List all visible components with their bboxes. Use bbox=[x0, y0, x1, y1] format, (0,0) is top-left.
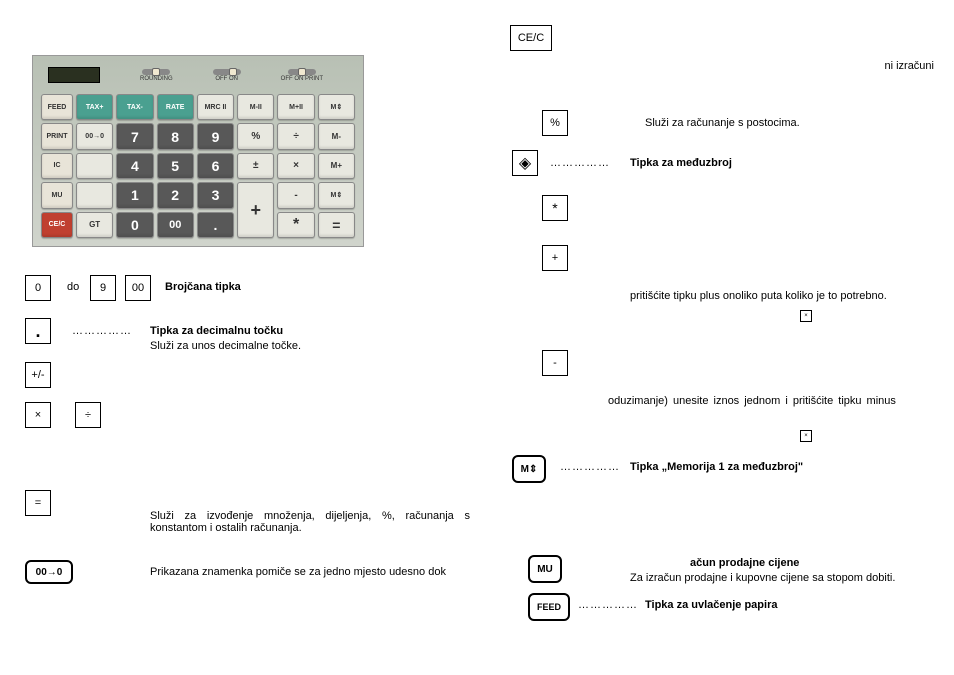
ck: M+II bbox=[277, 94, 314, 120]
label-decimalna: Tipka za decimalnu točku bbox=[150, 325, 283, 337]
ck: M⇕ bbox=[318, 182, 355, 208]
ck-mu: MU bbox=[41, 182, 73, 208]
ck: % bbox=[237, 123, 274, 149]
title-prodajne: ačun prodajne cijene bbox=[690, 557, 799, 569]
ck: TAX+ bbox=[76, 94, 113, 120]
key-mu-icon: MU bbox=[528, 555, 562, 583]
ck: 1 bbox=[116, 182, 153, 208]
key-feed-icon: FEED bbox=[528, 593, 570, 621]
ck-ic: IC bbox=[41, 153, 73, 179]
calc-keygrid: FEED TAX+ TAX- RATE MRC II M-II M+II M⇕ … bbox=[41, 94, 355, 238]
ck: 0 bbox=[116, 212, 153, 238]
key-mem-icon: M⇕ bbox=[512, 455, 546, 483]
ck: 8 bbox=[157, 123, 194, 149]
desc-shift: Prikazana znamenka pomiče se za jedno mj… bbox=[150, 566, 470, 578]
ck bbox=[76, 153, 113, 179]
desc-prodajne: Za izračun prodajne i kupovne cijene sa … bbox=[630, 572, 895, 584]
ck: 00 bbox=[157, 212, 194, 238]
desc-plus: pritišćite tipku plus onoliko puta kolik… bbox=[630, 290, 887, 302]
ck: 7 bbox=[116, 123, 153, 149]
ck: 3 bbox=[197, 182, 234, 208]
cec-key: CE/C bbox=[510, 25, 552, 51]
ck: RATE bbox=[157, 94, 194, 120]
key-subtotal-icon: ◈ bbox=[512, 150, 538, 176]
ck-plus: + bbox=[237, 182, 274, 238]
ck-feed: FEED bbox=[41, 94, 73, 120]
dots: …………… bbox=[550, 157, 610, 169]
ck: - bbox=[277, 182, 314, 208]
ck: . bbox=[197, 212, 234, 238]
ck: = bbox=[318, 212, 355, 238]
ck: 6 bbox=[197, 153, 234, 179]
switch-print: OFF ON PRINT bbox=[281, 69, 323, 82]
ck-cec: CE/C bbox=[41, 212, 73, 238]
key-eq: = bbox=[25, 490, 51, 516]
ck: 9 bbox=[197, 123, 234, 149]
dots: …………… bbox=[72, 325, 132, 337]
key-dot: . bbox=[25, 318, 51, 344]
label-brojcana: Brojčana tipka bbox=[165, 281, 241, 293]
key-shift: 00→0 bbox=[25, 560, 73, 584]
desc-eq: Služi za izvođenje množenja, dijeljenja,… bbox=[150, 510, 470, 534]
label-meduzbroj: Tipka za međuzbroj bbox=[630, 157, 732, 169]
desc-decimalna: Služi za unos decimalne točke. bbox=[150, 340, 301, 352]
note-box2: × bbox=[800, 430, 812, 442]
ck: * bbox=[277, 212, 314, 238]
key-00: 00 bbox=[125, 275, 151, 301]
ck: ± bbox=[237, 153, 274, 179]
ck bbox=[76, 182, 113, 208]
label-papir: Tipka za uvlačenje papira bbox=[645, 599, 777, 611]
ck: M+ bbox=[318, 153, 355, 179]
dots: …………… bbox=[578, 599, 638, 611]
ck: 2 bbox=[157, 182, 194, 208]
ck: M- bbox=[318, 123, 355, 149]
ck: GT bbox=[76, 212, 113, 238]
key-9: 9 bbox=[90, 275, 116, 301]
label-memorija: Tipka „Memorija 1 za međuzbroj" bbox=[630, 461, 803, 473]
key-plus: + bbox=[542, 245, 568, 271]
label-do: do bbox=[67, 281, 79, 293]
ck-print: PRINT bbox=[41, 123, 73, 149]
ck: 00→0 bbox=[76, 123, 113, 149]
ck: TAX- bbox=[116, 94, 153, 120]
key-mult: × bbox=[25, 402, 51, 428]
ck: M⇕ bbox=[318, 94, 355, 120]
dots: …………… bbox=[560, 461, 620, 473]
ck: ÷ bbox=[277, 123, 314, 149]
note-box1: × bbox=[800, 310, 812, 322]
ck: × bbox=[277, 153, 314, 179]
key-star: * bbox=[542, 195, 568, 221]
ck: M-II bbox=[237, 94, 274, 120]
desc-minus: oduzimanje) unesite iznos jednom i priti… bbox=[608, 395, 938, 407]
desc-percent: Služi za računanje s postocima. bbox=[645, 117, 800, 129]
key-minus: - bbox=[542, 350, 568, 376]
key-0: 0 bbox=[25, 275, 51, 301]
key-pm: +/- bbox=[25, 362, 51, 388]
ck: MRC II bbox=[197, 94, 234, 120]
key-div: ÷ bbox=[75, 402, 101, 428]
switch-offon: OFF ON bbox=[213, 69, 241, 82]
switch-rounding: ROUNDING bbox=[140, 69, 173, 82]
ck: 4 bbox=[116, 153, 153, 179]
calc-lcd bbox=[48, 67, 100, 83]
calculator-photo: ROUNDING OFF ON OFF ON PRINT FEED TAX+ T… bbox=[32, 55, 364, 247]
key-percent: % bbox=[542, 110, 568, 136]
ck: 5 bbox=[157, 153, 194, 179]
text-izracuni: ni izračuni bbox=[884, 60, 934, 72]
